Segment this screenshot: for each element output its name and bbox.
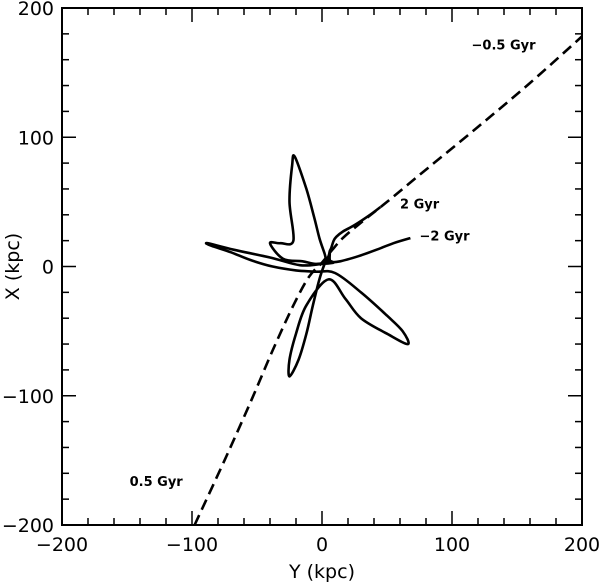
dashed-trajectory-line: [193, 35, 583, 526]
y-tick-label: 0: [42, 257, 54, 279]
y-tick-label: −200: [2, 515, 54, 537]
x-tick-label: −100: [166, 534, 218, 556]
annotations: −0.5 Gyr 2 Gyr −2 Gyr 0.5 Gyr: [130, 38, 536, 490]
time-annotation: 2 Gyr: [400, 197, 440, 212]
time-annotation: 0.5 Gyr: [130, 475, 184, 490]
x-tick-label: 0: [316, 534, 328, 556]
solid-orbit-line: [204, 154, 411, 378]
time-annotation: −0.5 Gyr: [472, 38, 537, 53]
x-tick-label: 100: [434, 534, 470, 556]
y-tick-labels: −200 −100 0 100 200: [2, 0, 54, 537]
x-tick-labels: −200 −100 0 100 200: [36, 534, 600, 556]
x-tick-label: 200: [564, 534, 600, 556]
y-tick-label: −100: [2, 386, 54, 408]
x-axis-title: Y (kpc): [288, 561, 355, 582]
plot-frame: [61, 7, 583, 526]
y-tick-label: 100: [18, 127, 54, 149]
y-tick-label: 200: [18, 0, 54, 20]
axis-ticks: [61, 7, 583, 526]
orbit-series: [193, 35, 583, 526]
time-annotation: −2 Gyr: [420, 230, 471, 245]
x-tick-label: −200: [36, 534, 88, 556]
y-axis-title: X (kpc): [2, 233, 24, 300]
